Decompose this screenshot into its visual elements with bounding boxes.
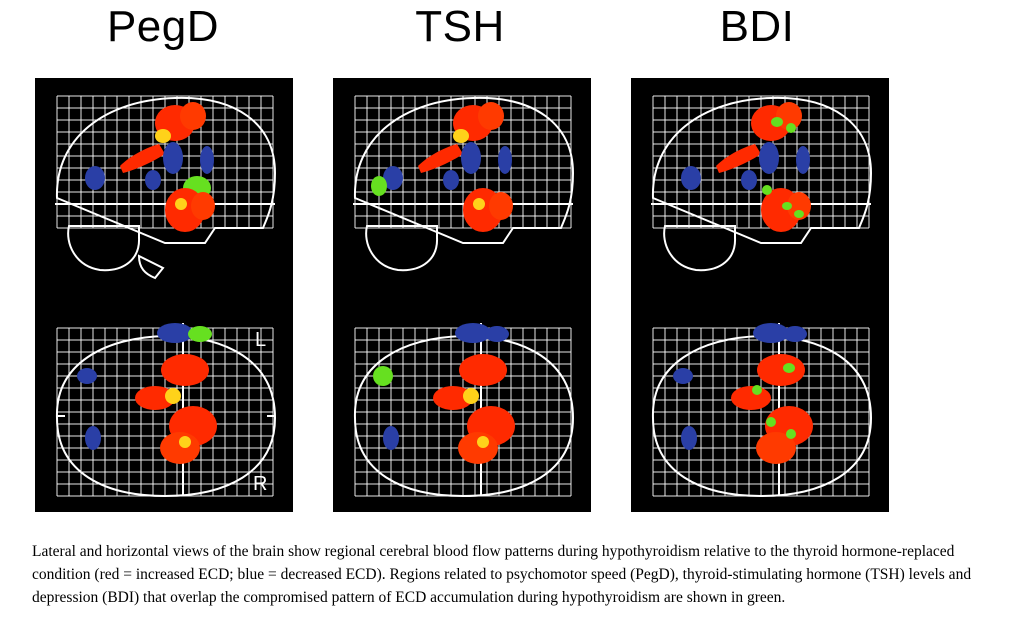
brain-map-bdi: [651, 95, 873, 498]
brain-panel-pegd: L R: [35, 78, 293, 512]
brain-panel-bdi: [631, 78, 889, 512]
brain-map-pegd: L R: [55, 95, 277, 498]
left-label: L: [255, 329, 266, 351]
lateral-view: [55, 96, 277, 280]
panel-title-tsh: TSH: [415, 2, 505, 51]
lateral-view: [353, 96, 575, 272]
lateral-view: [651, 96, 873, 272]
horizontal-view: [651, 323, 873, 498]
horizontal-view: [353, 323, 575, 498]
brain-panel-tsh: [333, 78, 591, 512]
brain-map-tsh: [353, 95, 575, 498]
caption-text: Lateral and horizontal views of the brai…: [32, 543, 972, 606]
panel-title-pegd: PegD: [106, 2, 220, 51]
panel-title-bdi: BDI: [719, 2, 795, 51]
right-label: R: [253, 473, 267, 495]
figure-caption: Lateral and horizontal views of the brai…: [32, 540, 1007, 609]
horizontal-view: L R: [55, 323, 277, 498]
